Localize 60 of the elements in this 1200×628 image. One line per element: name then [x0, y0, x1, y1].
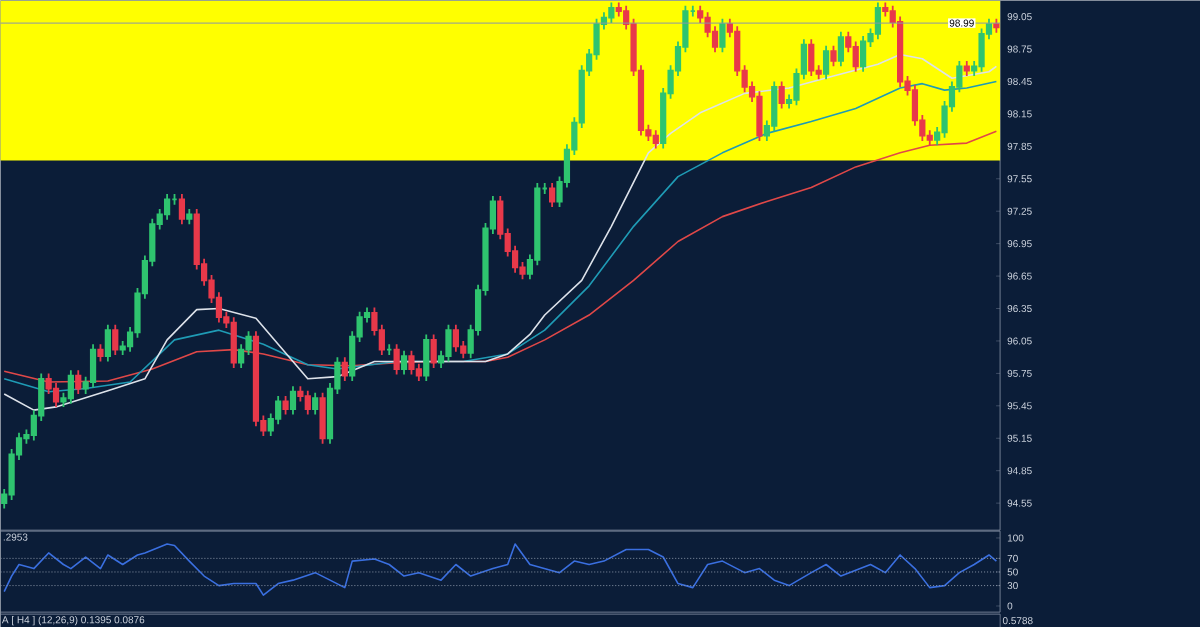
y-tick-label: 95.15: [1007, 434, 1032, 443]
candlestick: [171, 193, 178, 206]
y-tick-label: 98.45: [1007, 78, 1032, 86]
y-tick-label: 50: [1007, 568, 1018, 576]
y-tick-label: 96.65: [1007, 272, 1032, 280]
ref-line-label: 98.99: [949, 19, 974, 27]
candlestick: [830, 45, 837, 68]
candlestick: [282, 395, 289, 416]
candlestick: [430, 333, 437, 370]
candlestick: [75, 369, 82, 396]
y-tick-label: 95.75: [1007, 370, 1032, 378]
candlestick: [386, 343, 393, 357]
y-tick-label: 98.75: [1007, 45, 1032, 53]
candlestick: [808, 38, 815, 78]
candlestick: [112, 324, 119, 357]
annotation: .2953: [3, 533, 28, 541]
y-tick-label: 0: [1007, 602, 1013, 610]
candlestick: [341, 356, 348, 383]
y-tick-label: 96.05: [1007, 337, 1032, 345]
y-tick-label: 96.35: [1007, 305, 1032, 313]
candlestick: [289, 385, 297, 416]
candlestick: [993, 18, 1000, 34]
y-tick-label: 100: [1007, 534, 1024, 542]
y-tick-label: 99.05: [1007, 13, 1032, 21]
candlestick: [926, 129, 933, 147]
candlestick: [297, 385, 304, 403]
candlestick: [815, 64, 822, 81]
y-tick-label: 97.85: [1007, 143, 1032, 151]
y-tick-label: 96.95: [1007, 240, 1032, 248]
candlestick: [304, 390, 311, 416]
candlestick: [393, 343, 400, 376]
y-tick-label: 70: [1007, 555, 1018, 563]
candlestick: [852, 40, 859, 73]
candlestick: [778, 80, 785, 110]
candlestick: [541, 182, 548, 196]
candlestick: [719, 18, 726, 54]
candlestick: [845, 31, 852, 54]
candlestick: [400, 350, 408, 376]
candlestick: [837, 31, 845, 68]
y-tick-label: 97.25: [1007, 207, 1032, 215]
y-tick-label: 94.55: [1007, 499, 1032, 507]
candlestick: [104, 324, 111, 363]
candlestick: [822, 45, 830, 81]
text: A [ H4 ] (12,26,9) 0.1395 0.0876: [1, 616, 145, 626]
y-tick-label: 30: [1007, 582, 1018, 590]
line-series: [3, 130, 998, 384]
candlestick: [319, 392, 326, 445]
y-tick-label: 98.15: [1007, 110, 1032, 118]
candlestick: [549, 182, 556, 209]
candlestick: [178, 193, 186, 226]
candlestick: [186, 208, 193, 226]
y-tick-label: 94.85: [1007, 467, 1032, 475]
y-tick-label: 95.45: [1007, 402, 1032, 410]
candlestick: [312, 392, 319, 416]
candlestick: [963, 60, 970, 78]
y-tick-label: 97.55: [1007, 175, 1032, 183]
candlestick: [882, 1, 889, 18]
candlestick: [689, 5, 696, 18]
candlestick: [97, 343, 104, 363]
text: 0.5788: [1002, 617, 1033, 625]
